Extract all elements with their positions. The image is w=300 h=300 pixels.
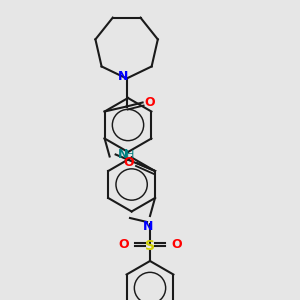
Text: N: N — [117, 70, 128, 83]
Text: O: O — [118, 238, 129, 251]
Text: N: N — [118, 148, 128, 161]
Text: S: S — [145, 239, 155, 253]
Text: N: N — [143, 220, 153, 233]
Text: O: O — [171, 238, 181, 251]
Text: O: O — [123, 155, 134, 169]
Text: H: H — [126, 149, 134, 160]
Text: O: O — [145, 96, 155, 109]
